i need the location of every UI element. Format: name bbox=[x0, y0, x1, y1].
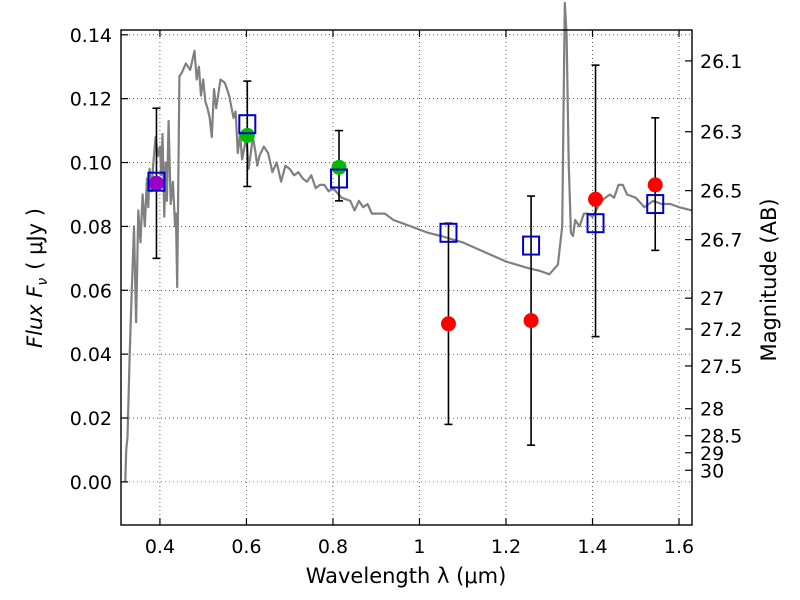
mag-tick-label: 28.5 bbox=[700, 426, 742, 448]
model-photometry-square bbox=[330, 168, 349, 189]
model-photometry-square bbox=[439, 222, 458, 243]
model-photometry-square bbox=[147, 171, 166, 192]
observed-point bbox=[440, 316, 456, 332]
grid bbox=[121, 30, 692, 525]
y-axis-title-group: Flux Fν ( μJy ) bbox=[23, 208, 51, 348]
observed-point bbox=[331, 159, 347, 175]
x-axis-title: Wavelength λ (μm) bbox=[306, 564, 507, 588]
observed-point bbox=[588, 191, 604, 207]
mag-tick-label: 28 bbox=[700, 399, 724, 421]
model-photometry-square bbox=[646, 194, 665, 215]
mag-tick-label: 29 bbox=[700, 443, 724, 465]
y2-axis-title: Magnitude (AB) bbox=[757, 198, 781, 361]
x-tick-label: 1.4 bbox=[577, 536, 607, 558]
y-axis-title: Flux Fν ( μJy ) bbox=[23, 208, 51, 348]
plot-frame bbox=[120, 29, 693, 526]
model-photometry-square bbox=[238, 114, 257, 135]
y-tick-label: 0.12 bbox=[70, 89, 112, 111]
x-tick-label: 0.4 bbox=[145, 536, 175, 558]
model-photometry-square bbox=[586, 213, 605, 234]
series-layer bbox=[124, 1, 693, 482]
y-tick-label: 0.06 bbox=[70, 280, 112, 302]
y-tick-label: 0.14 bbox=[70, 25, 112, 47]
y-tick-label: 0.04 bbox=[70, 344, 112, 366]
mag-tick-label: 26.1 bbox=[700, 51, 742, 73]
x-tick-label: 1 bbox=[413, 536, 425, 558]
x-tick-label: 1.2 bbox=[491, 536, 521, 558]
y-axis-title-unit: ( μJy ) bbox=[23, 208, 47, 270]
mag-tick-label: 26.5 bbox=[700, 181, 742, 203]
observed-point bbox=[148, 175, 164, 191]
y-tick-label: 0.08 bbox=[70, 216, 112, 238]
mag-tick-label: 27 bbox=[700, 288, 724, 310]
mag-tick-label: 30 bbox=[700, 460, 724, 482]
x-tick-label: 1.6 bbox=[664, 536, 694, 558]
observed-point bbox=[647, 177, 663, 193]
model-photometry-square bbox=[522, 235, 541, 256]
x-tick-label: 0.8 bbox=[318, 536, 348, 558]
y-axis-title-main: Flux F bbox=[23, 285, 47, 348]
mag-tick-label: 26.3 bbox=[700, 122, 742, 144]
mag-tick-label: 26.7 bbox=[700, 230, 742, 252]
observed-point bbox=[523, 313, 539, 329]
x-tick-label: 0.6 bbox=[231, 536, 261, 558]
observed-point bbox=[239, 127, 255, 143]
model-sed-line bbox=[124, 1, 693, 482]
mag-tick-label: 27.5 bbox=[700, 356, 742, 378]
y-axis-title-sub: ν bbox=[35, 278, 51, 286]
y-tick-label: 0.00 bbox=[70, 472, 112, 494]
mag-tick-label: 27.2 bbox=[700, 319, 742, 341]
y-tick-label: 0.10 bbox=[70, 153, 112, 175]
ticks-layer: 0.4 0.6 0.8 1 1.2 1.4 1.6 0.00 0.02 0.04 0.06 0.08 0… bbox=[70, 25, 743, 558]
y-tick-label: 0.02 bbox=[70, 408, 112, 430]
